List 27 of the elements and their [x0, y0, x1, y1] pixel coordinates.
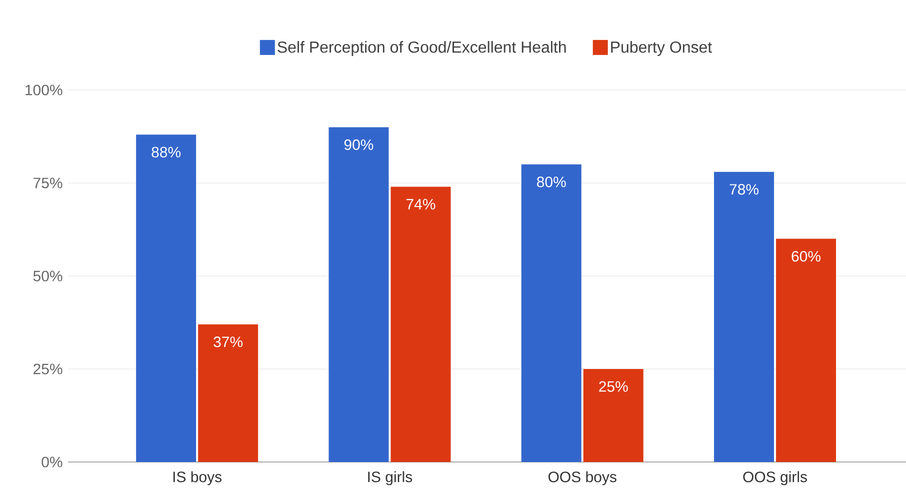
y-tick-label: 25%: [34, 364, 62, 374]
x-tick-label: IS boys: [173, 471, 222, 486]
legend-label: Self Perception of Good/Excellent Health: [278, 41, 566, 56]
bar: [328, 127, 389, 462]
data-label: 90%: [344, 139, 374, 150]
y-tick-label: 100%: [26, 84, 62, 96]
bar: [136, 134, 196, 462]
bar: [198, 324, 258, 462]
y-tick-label: 0%: [42, 456, 62, 468]
data-label: 37%: [214, 336, 243, 348]
x-tick-label: IS girls: [368, 471, 412, 486]
x-tick-label: OOS boys: [548, 471, 616, 486]
data-label: 60%: [792, 251, 820, 262]
bar: [390, 186, 451, 462]
data-label: 80%: [537, 176, 566, 188]
data-label: 74%: [406, 198, 436, 210]
legend-label: Puberty Onset: [611, 41, 712, 56]
x-tick-label: OOS girls: [743, 471, 807, 486]
bar: [583, 369, 644, 462]
y-tick-label: 75%: [34, 178, 62, 188]
data-label: 88%: [152, 146, 181, 158]
bar: [521, 164, 582, 462]
data-label: 78%: [730, 184, 758, 195]
bar: [776, 238, 836, 462]
data-label: 25%: [599, 381, 628, 392]
y-tick-label: 50%: [33, 270, 62, 282]
bar: [714, 172, 774, 462]
